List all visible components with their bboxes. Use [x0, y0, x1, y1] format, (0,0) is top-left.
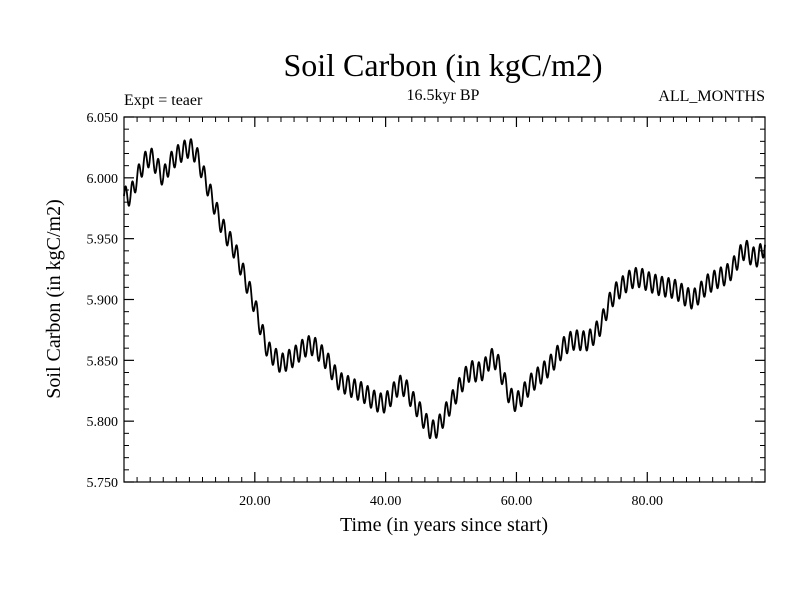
- months-label: ALL_MONTHS: [658, 88, 765, 105]
- x-minor-ticks: [136, 117, 753, 482]
- x-tick-labels: 20.00 40.00 60.00 80.00: [239, 494, 663, 509]
- chart-subtitle: 16.5kyr BP: [407, 87, 480, 104]
- experiment-label: Expt = teaer: [124, 92, 203, 109]
- x-tick-label: 80.00: [632, 494, 664, 509]
- plot-frame: [123, 116, 766, 483]
- y-tick-label: 5.750: [87, 476, 119, 491]
- y-tick-label: 5.950: [87, 233, 119, 248]
- chart-title: Soil Carbon (in kgC/m2): [283, 47, 602, 83]
- x-tick-label: 40.00: [370, 494, 402, 509]
- soil-carbon-series-line: [123, 138, 766, 440]
- y-axis-label: Soil Carbon (in kgC/m2): [43, 199, 65, 398]
- x-tick-label: 20.00: [239, 494, 271, 509]
- y-tick-label: 6.000: [87, 172, 119, 187]
- y-tick-labels: 5.750 5.800 5.850 5.900 5.950 6.000 6.050: [87, 111, 119, 491]
- x-major-ticks: [254, 117, 648, 482]
- y-tick-label: 6.050: [87, 111, 119, 126]
- y-major-ticks: [124, 116, 765, 483]
- y-tick-label: 5.850: [87, 354, 119, 369]
- y-tick-label: 5.900: [87, 294, 119, 309]
- x-tick-label: 60.00: [501, 494, 533, 509]
- x-axis-label: Time (in years since start): [340, 514, 548, 536]
- y-tick-label: 5.800: [87, 415, 119, 430]
